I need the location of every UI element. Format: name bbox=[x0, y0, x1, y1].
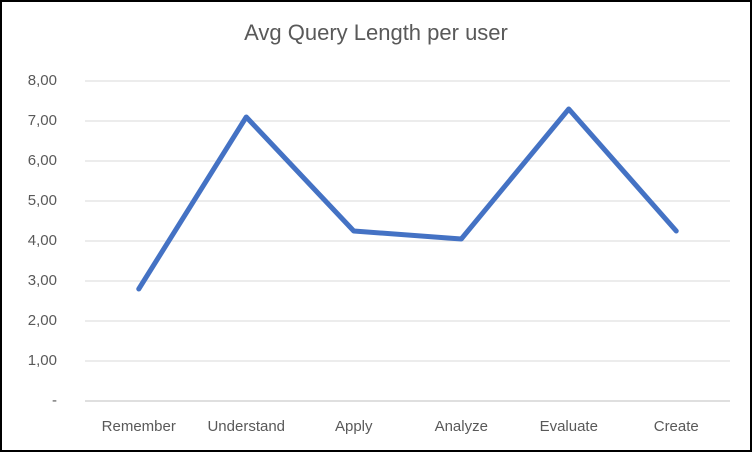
y-tick-label: 3,00 bbox=[27, 272, 57, 289]
data-line-series bbox=[136, 106, 679, 292]
chart-title: Avg Query Length per user bbox=[244, 20, 508, 45]
y-tick-label: 6,00 bbox=[27, 152, 57, 169]
y-tick-label: 4,00 bbox=[27, 232, 57, 249]
x-tick-label: Remember bbox=[101, 418, 176, 435]
y-tick-label: 7,00 bbox=[27, 112, 57, 129]
y-tick-label: 1,00 bbox=[27, 352, 57, 369]
x-tick-label: Create bbox=[653, 418, 699, 435]
x-tick-label: Understand bbox=[207, 418, 286, 435]
y-tick-label: 2,00 bbox=[27, 312, 57, 329]
y-tick-label: 5,00 bbox=[27, 192, 57, 209]
y-tick-label: 8,00 bbox=[27, 72, 57, 89]
y-axis-labels: 8,00 7,00 6,00 5,00 4,00 3,00 2,00 1,00 - bbox=[0, 0, 57, 452]
x-tick-label: Evaluate bbox=[539, 418, 598, 435]
x-tick-label: Apply bbox=[334, 418, 373, 435]
y-tick-label: - bbox=[52, 392, 57, 409]
x-tick-label: Analyze bbox=[434, 418, 488, 435]
